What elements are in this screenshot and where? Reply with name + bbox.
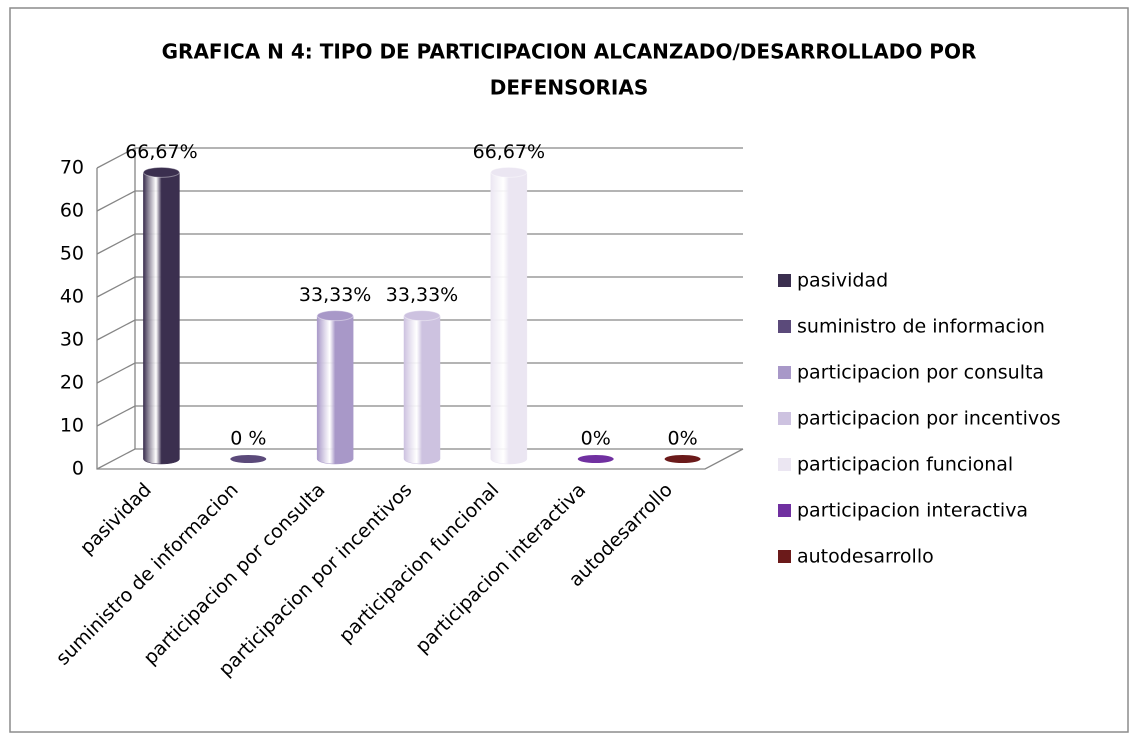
bar xyxy=(316,315,354,465)
axis xyxy=(96,148,744,470)
legend-swatch xyxy=(778,412,791,425)
legend-label: pasividad xyxy=(797,270,888,292)
y-tick-label: 30 xyxy=(60,329,84,351)
y-tick-label: 10 xyxy=(60,415,84,437)
legend-label: autodesarrollo xyxy=(797,546,934,568)
data-label: 33,33% xyxy=(386,284,458,306)
bar xyxy=(490,172,528,465)
data-label: 66,67% xyxy=(125,141,197,163)
bar xyxy=(403,315,441,465)
bar xyxy=(577,455,614,463)
chart-title: GRAFICA N 4: TIPO DE PARTICIPACION ALCAN… xyxy=(162,40,977,64)
y-tick-label: 70 xyxy=(60,157,84,179)
y-tick-label: 0 xyxy=(72,458,84,480)
data-label: 66,67% xyxy=(473,141,545,163)
data-label: 0% xyxy=(667,428,697,450)
legend-swatch xyxy=(778,458,791,471)
y-tick-label: 50 xyxy=(60,243,84,265)
chart-title: DEFENSORIAS xyxy=(490,76,648,100)
legend-swatch xyxy=(778,274,791,287)
legend-label: suministro de informacion xyxy=(797,316,1045,338)
y-tick-label: 60 xyxy=(60,200,84,222)
bar xyxy=(664,455,701,463)
legend-swatch xyxy=(778,320,791,333)
legend-label: participacion interactiva xyxy=(797,500,1028,522)
data-label: 33,33% xyxy=(299,284,371,306)
legend-label: participacion por incentivos xyxy=(797,408,1061,430)
bar xyxy=(230,455,267,463)
chart-frame xyxy=(9,7,1129,733)
y-tick-label: 40 xyxy=(60,286,84,308)
bar-top xyxy=(316,310,354,322)
y-tick-label: 20 xyxy=(60,372,84,394)
data-label: 0% xyxy=(581,428,611,450)
legend-label: participacion funcional xyxy=(797,454,1013,476)
data-label: 0 % xyxy=(230,428,266,450)
bar-top xyxy=(490,166,528,178)
bar-top xyxy=(142,166,180,178)
legend-swatch xyxy=(778,504,791,517)
legend-swatch xyxy=(778,550,791,563)
legend-label: participacion por consulta xyxy=(797,362,1044,384)
bar-top xyxy=(403,310,441,322)
bar xyxy=(143,172,180,465)
legend-swatch xyxy=(778,366,791,379)
